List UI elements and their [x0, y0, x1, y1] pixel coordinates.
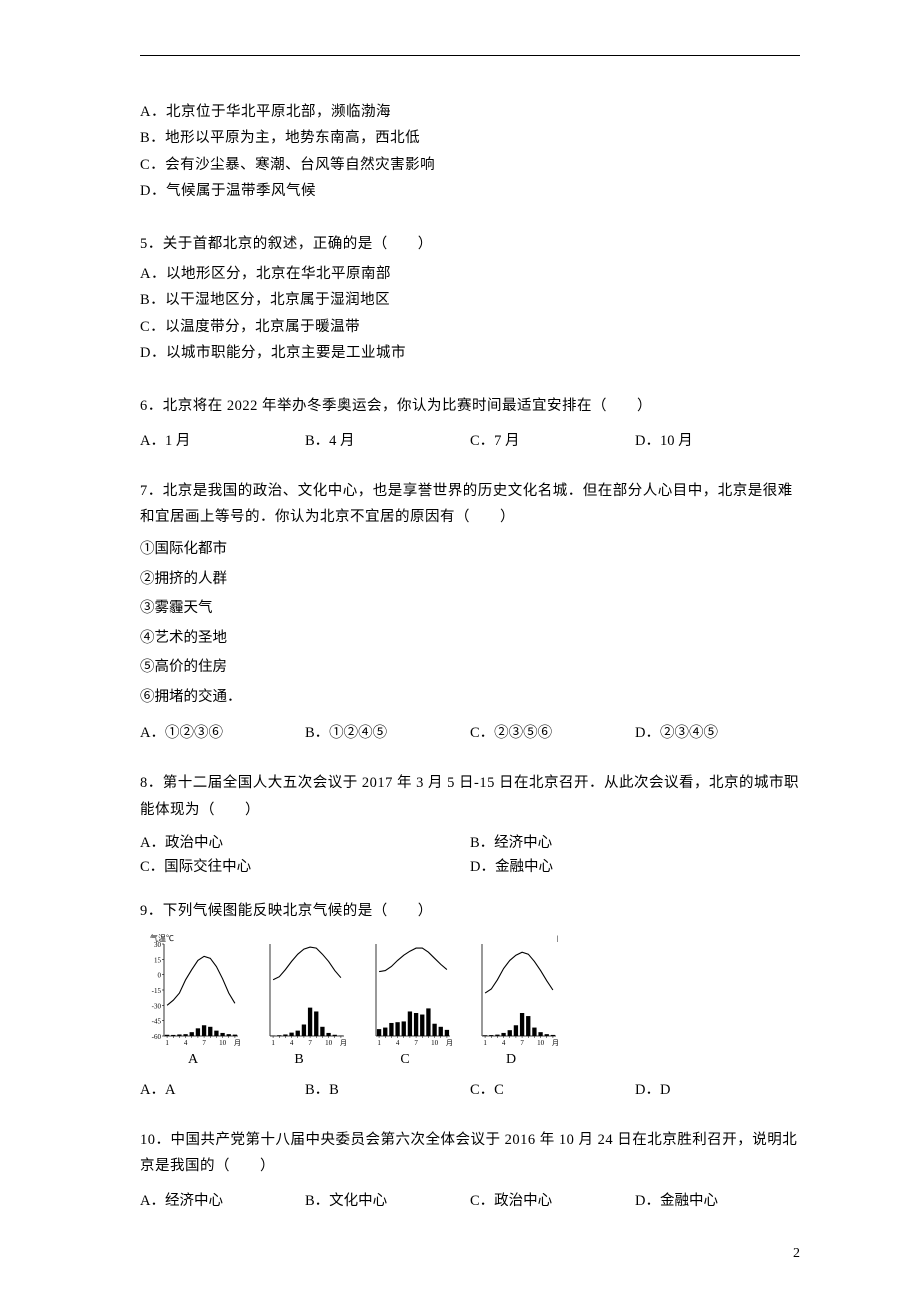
- q6-options: A．1 月 B．4 月 C．7 月 D．10 月: [140, 429, 800, 450]
- q10-option-c: C．政治中心: [470, 1189, 635, 1210]
- q8-option-c: C．国际交往中心: [140, 855, 470, 880]
- q8-options: A．政治中心 B．经济中心 C．国际交往中心 D．金融中心: [140, 831, 800, 880]
- svg-text:0: 0: [158, 972, 162, 980]
- q7-stem: 7．北京是我国的政治、文化中心，也是享誉世界的历史文化名城．但在部分人心目中，北…: [140, 478, 800, 530]
- q9-panel-label-c: C: [352, 1052, 458, 1068]
- climate-chart-d: 降水量mm600500400300200100014710月份: [458, 930, 558, 1050]
- svg-text:4: 4: [184, 1039, 188, 1047]
- q8-option-b: B．经济中心: [470, 831, 800, 856]
- svg-text:7: 7: [202, 1039, 206, 1047]
- q6-option-a: A．1 月: [140, 429, 305, 450]
- q7-option-b: B．①②④⑤: [305, 721, 470, 742]
- svg-text:4: 4: [290, 1039, 294, 1047]
- svg-text:-30: -30: [152, 1002, 162, 1010]
- q7-item-5: ⑤高价的住房: [140, 654, 800, 682]
- q5-option-b: B．以干湿地区分，北京属于湿润地区: [140, 289, 800, 311]
- q7-item-3: ③雾霾天气: [140, 595, 800, 623]
- svg-text:1: 1: [377, 1039, 381, 1047]
- q8-stem: 8．第十二届全国人大五次会议于 2017 年 3 月 5 日-15 日在北京召开…: [140, 770, 800, 822]
- svg-text:月份: 月份: [234, 1038, 240, 1047]
- q8-option-a: A．政治中心: [140, 831, 470, 856]
- q9-option-a: A．A: [140, 1078, 305, 1099]
- q10-option-d: D．金融中心: [635, 1189, 800, 1210]
- q7-item-4: ④艺术的圣地: [140, 625, 800, 653]
- q4-option-c: C．会有沙尘暴、寒潮、台风等自然灾害影响: [140, 154, 800, 176]
- svg-text:-45: -45: [152, 1018, 162, 1026]
- climate-chart-a: 气温℃30150-15-30-45-6014710月份: [140, 930, 240, 1050]
- q10-stem: 10．中国共产党第十八届中央委员会第六次全体会议于 2016 年 10 月 24…: [140, 1127, 800, 1179]
- q9-options: A．A B．B C．C D．D: [140, 1078, 800, 1099]
- svg-text:1: 1: [165, 1039, 169, 1047]
- climate-chart-b: 1 4 7 10 月份: [246, 930, 346, 1050]
- svg-text:4: 4: [502, 1039, 506, 1047]
- q6-option-d: D．10 月: [635, 429, 800, 450]
- q7-item-6: ⑥拥堵的交通．: [140, 684, 800, 712]
- q6-option-c: C．7 月: [470, 429, 635, 450]
- q9-option-d: D．D: [635, 1078, 800, 1099]
- climate-chart-c: 1 4 7 10 月份: [352, 930, 452, 1050]
- q10-option-b: B．文化中心: [305, 1189, 470, 1210]
- svg-text:-60: -60: [152, 1033, 162, 1041]
- q9-panel-label-b: B: [246, 1052, 352, 1068]
- q10-option-a: A．经济中心: [140, 1189, 305, 1210]
- svg-text:10: 10: [431, 1039, 439, 1047]
- svg-text:30: 30: [154, 941, 162, 949]
- q9-panel-label-a: A: [140, 1052, 246, 1068]
- q9-panel-labels: A B C D: [140, 1052, 800, 1068]
- q4-option-a: A．北京位于华北平原北部，濒临渤海: [140, 101, 800, 123]
- svg-text:7: 7: [308, 1039, 312, 1047]
- svg-text:月份: 月份: [340, 1038, 346, 1047]
- q7-option-c: C．②③⑤⑥: [470, 721, 635, 742]
- q9-option-b: B．B: [305, 1078, 470, 1099]
- svg-text:1: 1: [483, 1039, 487, 1047]
- page: A．北京位于华北平原北部，濒临渤海 B．地形以平原为主，地势东南高，西北低 C．…: [0, 0, 920, 1302]
- svg-text:10: 10: [325, 1039, 333, 1047]
- svg-text:15: 15: [154, 956, 162, 964]
- svg-text:月份: 月份: [446, 1038, 452, 1047]
- q9-stem: 9．下列气候图能反映北京气候的是（ ）: [140, 898, 800, 924]
- q10-options: A．经济中心 B．文化中心 C．政治中心 D．金融中心: [140, 1189, 800, 1210]
- q9-climate-charts: 气温℃30150-15-30-45-6014710月份14710月份14710月…: [140, 930, 800, 1050]
- page-number: 2: [793, 1246, 800, 1262]
- svg-text:4: 4: [396, 1039, 400, 1047]
- svg-text:7: 7: [520, 1039, 524, 1047]
- top-rule: [140, 55, 800, 56]
- q6-option-b: B．4 月: [305, 429, 470, 450]
- q5-stem: 5．关于首都北京的叙述，正确的是（ ）: [140, 231, 800, 257]
- svg-text:月份: 月份: [552, 1038, 558, 1047]
- svg-text:10: 10: [537, 1039, 545, 1047]
- q9-panel-label-d: D: [458, 1052, 564, 1068]
- q7-option-a: A．①②③⑥: [140, 721, 305, 742]
- q5-option-d: D．以城市职能分，北京主要是工业城市: [140, 342, 800, 364]
- svg-text:7: 7: [414, 1039, 418, 1047]
- q5-option-a: A．以地形区分，北京在华北平原南部: [140, 263, 800, 285]
- q5-option-c: C．以温度带分，北京属于暖温带: [140, 316, 800, 338]
- q7-item-1: ①国际化都市: [140, 536, 800, 564]
- q6-stem: 6．北京将在 2022 年举办冬季奥运会，你认为比赛时间最适宜安排在（ ）: [140, 393, 800, 419]
- q4-option-d: D．气候属于温带季风气候: [140, 180, 800, 202]
- q8-option-d: D．金融中心: [470, 855, 800, 880]
- svg-text:1: 1: [271, 1039, 275, 1047]
- q7-options: A．①②③⑥ B．①②④⑤ C．②③⑤⑥ D．②③④⑤: [140, 721, 800, 742]
- q4-option-b: B．地形以平原为主，地势东南高，西北低: [140, 127, 800, 149]
- q9-option-c: C．C: [470, 1078, 635, 1099]
- svg-text:10: 10: [219, 1039, 227, 1047]
- q7-option-d: D．②③④⑤: [635, 721, 800, 742]
- svg-text:-15: -15: [152, 987, 162, 995]
- q7-item-2: ②拥挤的人群: [140, 566, 800, 594]
